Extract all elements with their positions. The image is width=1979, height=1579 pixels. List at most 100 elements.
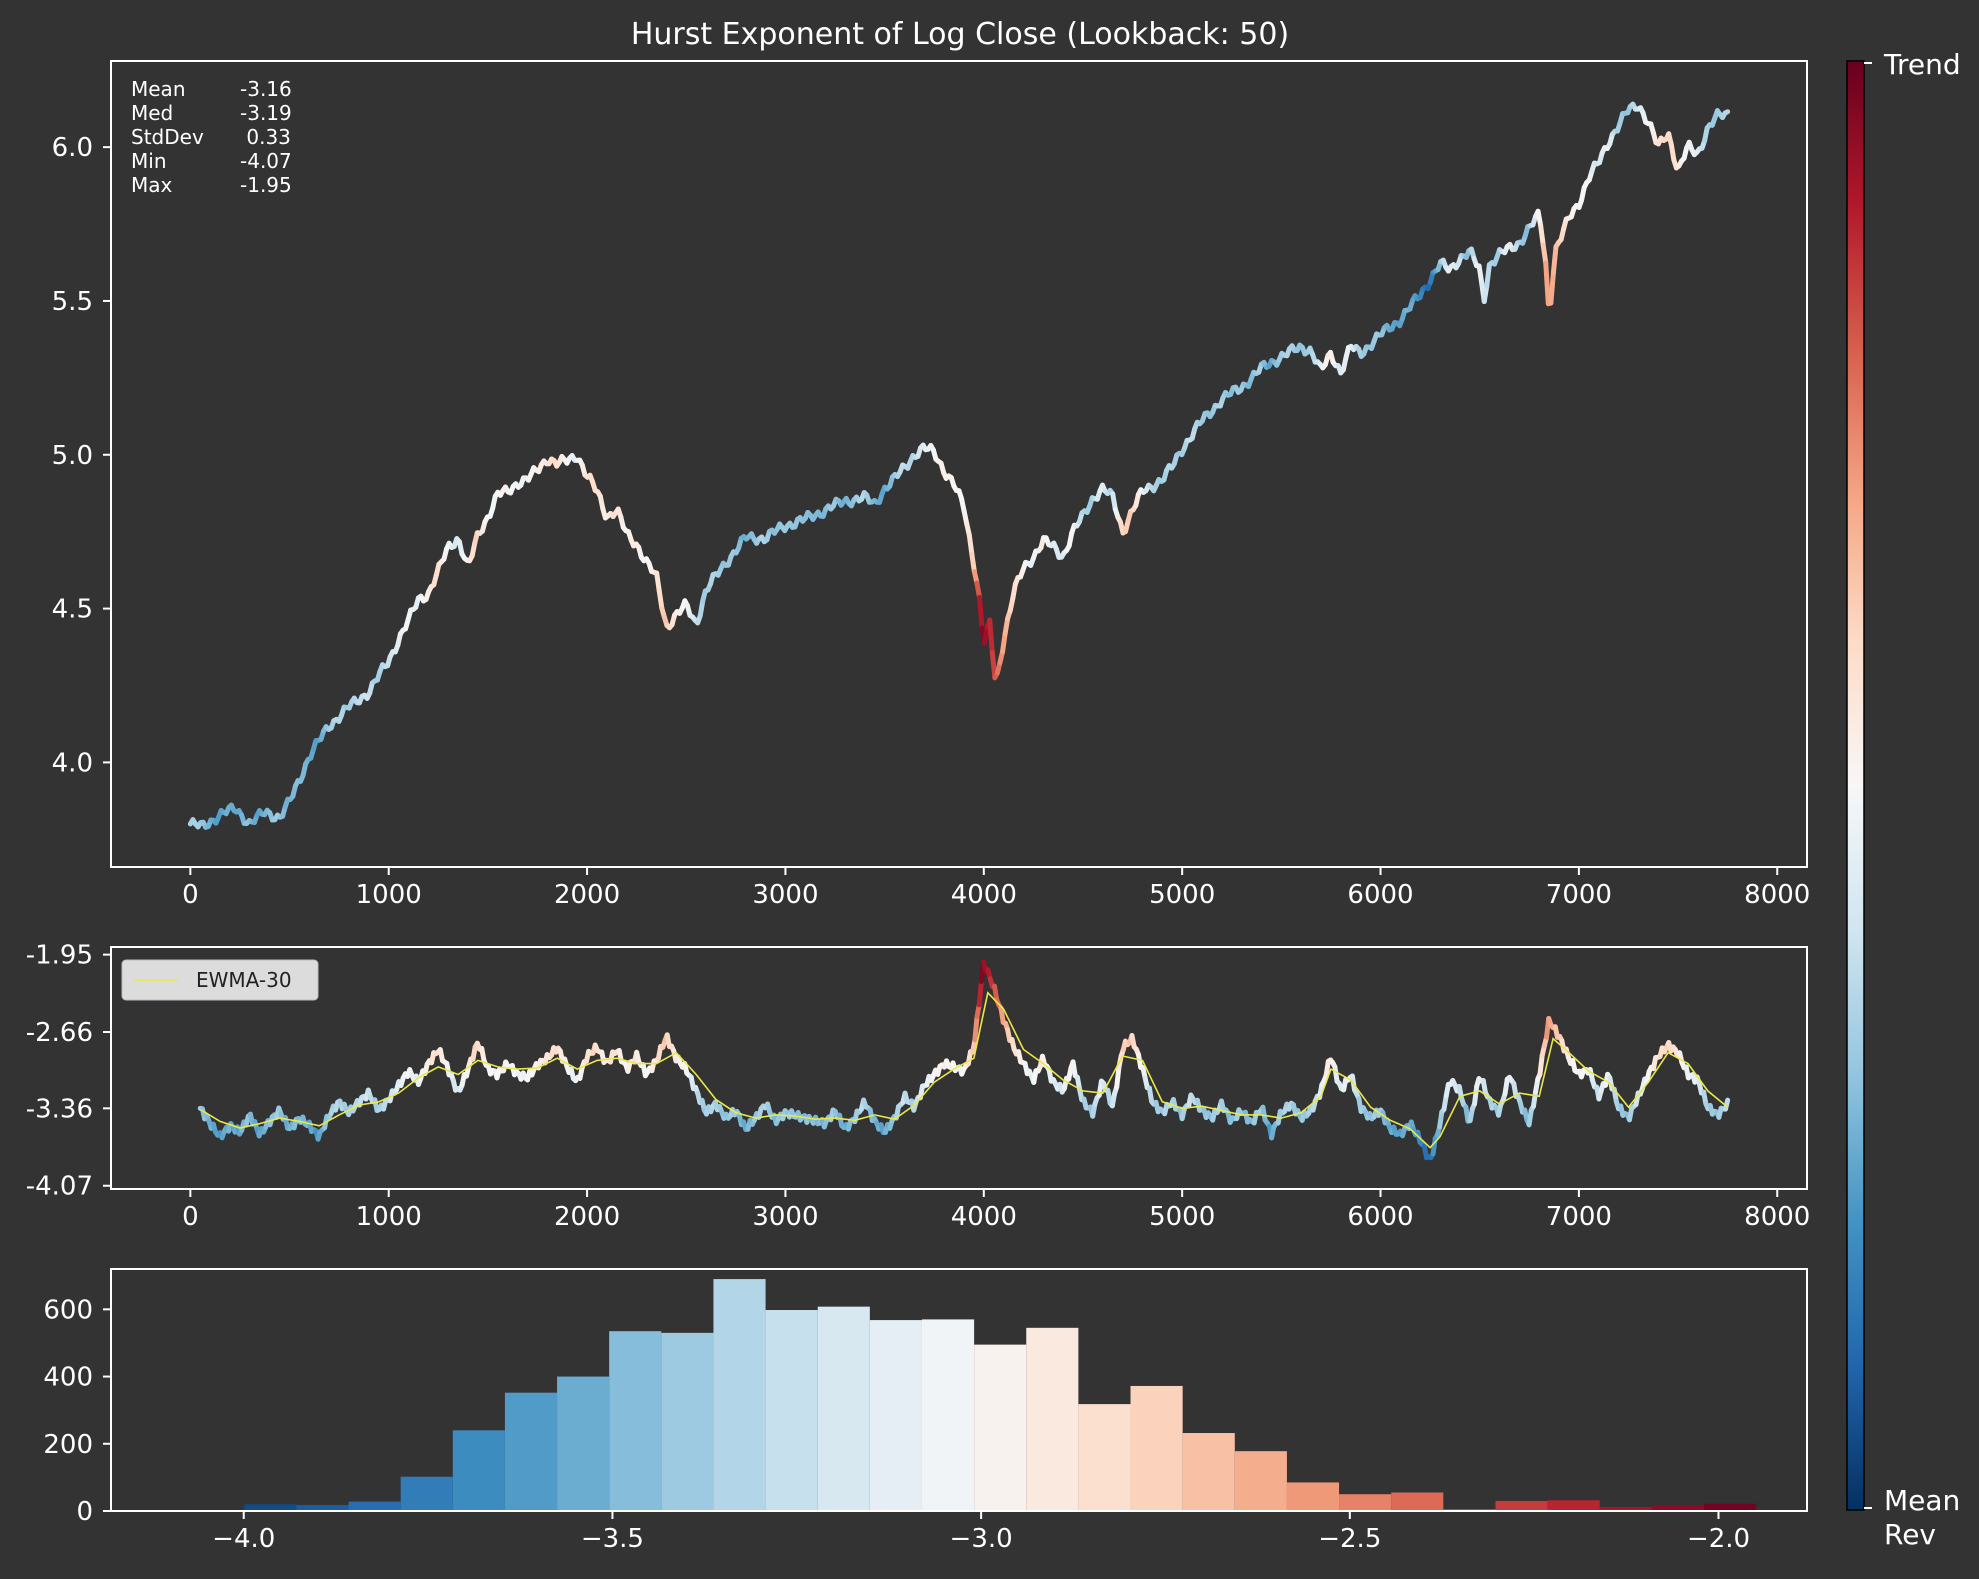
histogram-bar	[1286, 1482, 1340, 1511]
hurst-segment	[1722, 1097, 1731, 1112]
hurst-segment	[1114, 1065, 1122, 1090]
histogram-bar	[348, 1501, 401, 1511]
histogram-bar	[869, 1320, 922, 1511]
histogram-bar	[661, 1332, 714, 1511]
stat-med-value: -3.19	[240, 101, 292, 125]
histogram-bar	[974, 1344, 1027, 1511]
histogram-bar	[1234, 1451, 1287, 1511]
ewma-line	[199, 991, 1729, 1149]
y-tick-label: 4.0	[52, 748, 93, 778]
x-tick-label: 8000	[1744, 1202, 1810, 1232]
histogram-bar	[1339, 1494, 1392, 1511]
colorbar-gradient	[1846, 60, 1865, 1511]
legend-label-ewma: EWMA-30	[196, 968, 292, 992]
price-segment	[1538, 222, 1546, 248]
price-y-ticks: 4.0 4.5 5.0 5.5 6.0	[52, 133, 111, 778]
x-tick-label: 4000	[951, 1202, 1017, 1232]
histogram-bar	[713, 1279, 766, 1511]
price-x-ticks: 0 1000 2000 3000 4000 5000 6000 7000 8000	[182, 867, 1810, 910]
y-tick-label: 400	[43, 1363, 93, 1393]
price-segment	[1481, 283, 1490, 305]
hurst-x-ticks: 0 1000 2000 3000 4000 5000 6000 7000 8000	[182, 1189, 1810, 1232]
price-segment	[1000, 631, 1008, 655]
y-tick-label: 4.5	[52, 595, 93, 625]
hurst-panel: 0 1000 2000 3000 4000 5000 6000 7000 8000 -1.95-…	[26, 941, 1811, 1232]
hurst-segment	[972, 1014, 980, 1043]
histogram-bar	[452, 1430, 505, 1511]
chart-title: Hurst Exponent of Log Close (Lookback: 5…	[631, 17, 1289, 52]
y-tick-label: -2.66	[26, 1018, 93, 1048]
stat-min-value: -4.07	[240, 149, 292, 173]
x-tick-label: 1000	[356, 1202, 422, 1232]
y-tick-label: 6.0	[52, 133, 93, 163]
stat-mean-value: -3.16	[240, 77, 292, 101]
price-line	[187, 101, 1731, 830]
x-tick-label: 2000	[554, 1202, 620, 1232]
x-tick-label: −3.5	[581, 1524, 644, 1554]
x-tick-label: 8000	[1744, 880, 1810, 910]
x-tick-label: 2000	[554, 880, 620, 910]
hurst-segment	[976, 979, 984, 1008]
histogram-bar	[1130, 1385, 1183, 1511]
x-tick-label: 7000	[1546, 880, 1612, 910]
histogram-bar	[1026, 1327, 1079, 1511]
price-segment	[1476, 263, 1485, 286]
stat-med-label: Med	[131, 101, 173, 125]
y-tick-label: 600	[43, 1295, 93, 1325]
histogram-bar	[1599, 1506, 1652, 1511]
x-tick-label: 7000	[1546, 1202, 1612, 1232]
histogram-bar	[1078, 1404, 1131, 1511]
price-segment	[654, 570, 662, 594]
y-tick-label: 5.5	[52, 287, 93, 317]
x-tick-label: 6000	[1347, 880, 1413, 910]
histogram-bar	[609, 1331, 662, 1511]
legend-box	[121, 959, 319, 1001]
histogram-bar	[557, 1376, 610, 1511]
x-tick-label: 5000	[1149, 880, 1215, 910]
colorbar: Trend Mean Rev	[1846, 48, 1961, 1551]
y-tick-label: 0	[76, 1497, 93, 1527]
price-segment	[1002, 615, 1011, 637]
x-tick-label: 4000	[951, 880, 1017, 910]
price-segment	[1668, 141, 1677, 163]
y-tick-label: -4.07	[26, 1172, 93, 1202]
price-segment	[966, 532, 975, 557]
x-tick-label: 6000	[1347, 1202, 1413, 1232]
hurst-segment	[1430, 1135, 1438, 1157]
y-tick-label: 5.0	[52, 441, 93, 471]
hurst-y-ticks: -1.95 -2.66 -3.36 -4.07	[26, 941, 111, 1202]
histogram-bar	[244, 1504, 297, 1511]
hurst-panel-frame	[110, 946, 1808, 1190]
x-tick-label: 3000	[752, 880, 818, 910]
histogram-bar	[1182, 1433, 1235, 1511]
y-tick-label: 200	[43, 1430, 93, 1460]
price-segment	[1722, 109, 1731, 116]
hurst-segment	[1472, 1083, 1480, 1107]
price-segment	[987, 617, 995, 655]
histogram-bar	[1651, 1504, 1704, 1511]
x-tick-label: −4.0	[212, 1524, 275, 1554]
histogram-panel: −4.0 −3.5 −3.0 −2.5 −2.0 0 200 400 600	[43, 1268, 1808, 1554]
hurst-segment	[1537, 1052, 1545, 1077]
x-tick-label: −2.0	[1687, 1524, 1750, 1554]
histogram-bar	[1703, 1503, 1757, 1511]
y-tick-label: -3.36	[26, 1094, 93, 1124]
x-tick-label: 0	[182, 880, 199, 910]
legend: EWMA-30	[121, 959, 319, 1001]
price-panel-frame	[110, 60, 1808, 868]
x-tick-label: 3000	[752, 1202, 818, 1232]
colorbar-label-trend: Trend	[1883, 48, 1961, 81]
colorbar-label-rev: Rev	[1884, 1518, 1936, 1551]
price-segment	[1550, 244, 1559, 276]
hurst-segment	[1437, 1109, 1445, 1130]
histogram-panel-frame	[110, 1268, 1808, 1512]
stat-min-label: Min	[131, 149, 167, 173]
histogram-bar	[400, 1476, 453, 1511]
stat-stddev-value: 0.33	[240, 125, 291, 149]
histogram-bars	[192, 1279, 1757, 1511]
stat-stddev-label: StdDev	[131, 125, 204, 149]
stat-max-label: Max	[131, 173, 173, 197]
price-segment	[976, 594, 985, 631]
histogram-bar	[765, 1310, 818, 1511]
